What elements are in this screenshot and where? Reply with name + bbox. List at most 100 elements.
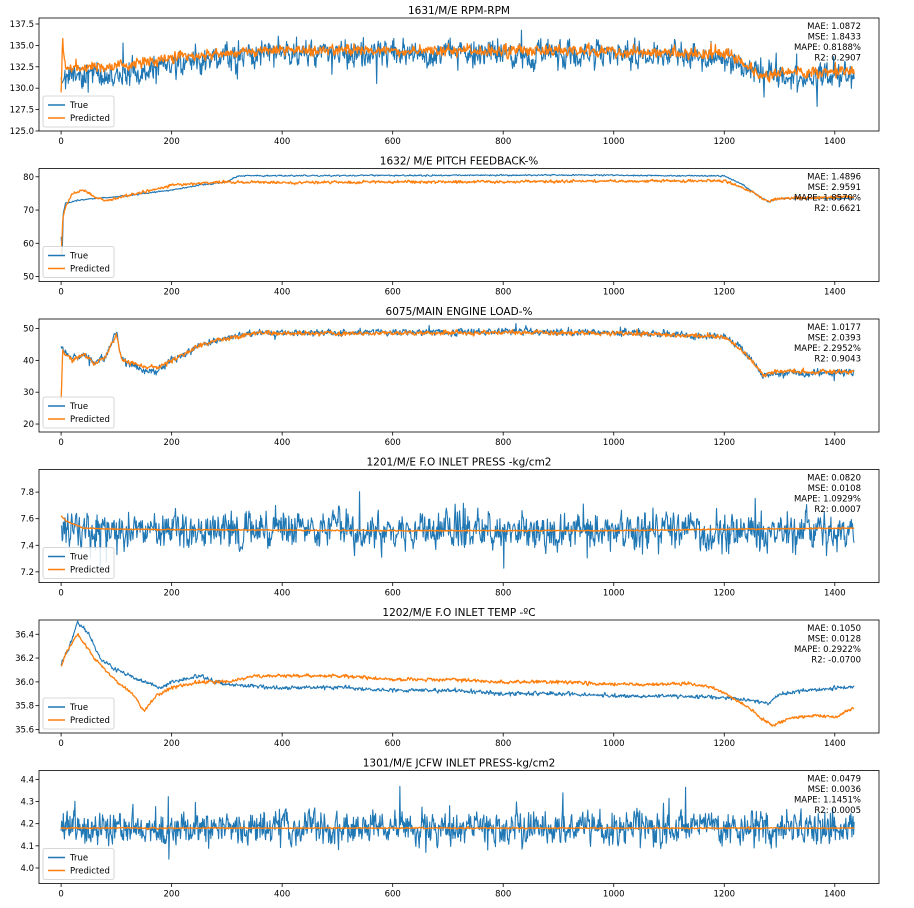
subplot-1: 1631/M/E RPM-RPM 0 200 400 600 800 1000 1200 140…	[10, 5, 880, 147]
x-tick-label: 1400	[824, 438, 846, 448]
x-tick-label: 1400	[824, 739, 846, 749]
subplot-title: 1631/M/E RPM-RPM	[408, 5, 510, 17]
x-tick-label: 0	[58, 739, 63, 749]
legend-box	[42, 246, 115, 278]
legend-true-label: True	[69, 101, 88, 111]
x-tick-label: 1400	[824, 137, 846, 147]
metric-label: MAPE: 0.2922%	[794, 645, 861, 655]
x-tick-label: 400	[274, 438, 290, 448]
axes-frame	[38, 168, 880, 282]
x-tick-label: 1200	[713, 589, 735, 599]
legend-true-label: True	[69, 402, 88, 412]
series-predicted-line	[60, 178, 855, 257]
y-tick-label: 4.4	[20, 775, 34, 785]
series-predicted-line	[60, 515, 855, 533]
x-tick-label: 1000	[603, 890, 625, 900]
series-true-line	[60, 620, 855, 706]
legend: True Predicted	[42, 246, 115, 278]
x-tick-label: 800	[495, 739, 511, 749]
axes-frame	[38, 619, 880, 734]
legend-box	[42, 396, 115, 429]
subplot-3: 6075/MAIN ENGINE LOAD-% 0 200 400 600 800 1000…	[23, 306, 880, 448]
x-tick-label: 1000	[603, 137, 625, 147]
y-tick-label: 137.5	[10, 20, 34, 30]
y-tick-label: 7.2	[20, 568, 34, 578]
metric-label: MAE: 1.4896	[807, 173, 861, 183]
x-tick-label: 200	[164, 438, 180, 448]
legend-box	[42, 95, 115, 128]
x-tick-label: 400	[274, 589, 290, 599]
y-tick-label: 127.5	[10, 106, 34, 116]
x-tick-label: 400	[274, 288, 290, 298]
legend-box	[42, 547, 115, 579]
x-tick-label: 600	[385, 438, 401, 448]
subplot-title: 1632/ M/E PITCH FEEDBACK-%	[380, 156, 538, 168]
x-tick-label: 600	[385, 137, 401, 147]
series-predicted-line	[60, 37, 855, 93]
metric-label: MAPE: 1.0929%	[794, 495, 861, 505]
legend-true-label: True	[69, 703, 88, 713]
x-tick-label: 0	[58, 890, 63, 900]
x-tick-label: 1000	[603, 288, 625, 298]
legend-true-label: True	[69, 553, 88, 563]
x-tick-label: 1000	[603, 589, 625, 599]
x-tick-label: 400	[274, 137, 290, 147]
subplot-5: 1202/M/E F.O INLET TEMP -ºC 0 200 400 600 800…	[15, 607, 880, 749]
subplot-4: 1201/M/E F.O INLET PRESS -kg/cm2 0 200 400 6…	[20, 457, 880, 599]
metric-label: MAPE: 2.2952%	[794, 344, 861, 354]
x-tick-label: 1200	[713, 438, 735, 448]
legend: True Predicted	[42, 547, 115, 579]
legend: True Predicted	[42, 396, 115, 429]
y-tick-label: 40	[23, 356, 34, 366]
subplot-title: 1201/M/E F.O INLET PRESS -kg/cm2	[367, 457, 552, 469]
metric-label: R2: 0.0007	[814, 505, 861, 515]
y-tick-label: 130.0	[10, 84, 34, 94]
metric-label: MSE: 2.0393	[808, 334, 861, 344]
y-tick-label: 80	[23, 173, 34, 183]
y-tick-label: 135.0	[10, 41, 34, 51]
x-tick-label: 800	[495, 438, 511, 448]
series-true-line	[60, 785, 855, 860]
series-true-line	[60, 29, 855, 108]
y-tick-label: 36.4	[15, 630, 34, 640]
axes-frame	[38, 469, 880, 583]
y-tick-label: 50	[23, 325, 34, 335]
metric-label: MAPE: 0.8188%	[794, 43, 861, 53]
x-tick-label: 1200	[713, 137, 735, 147]
y-tick-label: 7.8	[20, 488, 34, 498]
x-tick-label: 600	[385, 288, 401, 298]
x-tick-label: 1200	[713, 739, 735, 749]
x-tick-label: 1400	[824, 890, 846, 900]
x-tick-label: 600	[385, 739, 401, 749]
legend-predicted-label: Predicted	[70, 566, 110, 576]
legend-true-label: True	[69, 854, 88, 864]
y-tick-label: 35.6	[15, 725, 34, 735]
x-tick-label: 800	[495, 137, 511, 147]
metric-label: R2: 0.0005	[814, 806, 861, 816]
legend-predicted-label: Predicted	[70, 114, 110, 124]
metric-label: MAE: 0.0479	[807, 775, 861, 785]
x-tick-label: 0	[58, 137, 63, 147]
x-tick-label: 800	[495, 288, 511, 298]
metric-label: MSE: 1.8433	[808, 33, 861, 43]
metric-label: MAPE: 1.1451%	[794, 796, 861, 806]
metric-label: R2: -0.0700	[811, 656, 861, 666]
metric-label: MAE: 1.0872	[807, 22, 861, 32]
legend-predicted-label: Predicted	[70, 867, 110, 877]
x-tick-label: 1000	[603, 739, 625, 749]
x-tick-label: 800	[495, 589, 511, 599]
y-tick-label: 36.0	[15, 678, 34, 688]
x-tick-label: 800	[495, 890, 511, 900]
y-tick-label: 7.6	[20, 515, 34, 525]
x-tick-label: 1200	[713, 288, 735, 298]
legend-predicted-label: Predicted	[70, 716, 110, 726]
legend-box	[42, 848, 115, 880]
metric-label: MAPE: 1.8570%	[794, 194, 861, 204]
y-tick-label: 35.8	[15, 702, 34, 712]
x-tick-label: 0	[58, 288, 63, 298]
x-tick-label: 600	[385, 589, 401, 599]
legend: True Predicted	[42, 848, 115, 880]
y-tick-label: 20	[23, 420, 34, 430]
